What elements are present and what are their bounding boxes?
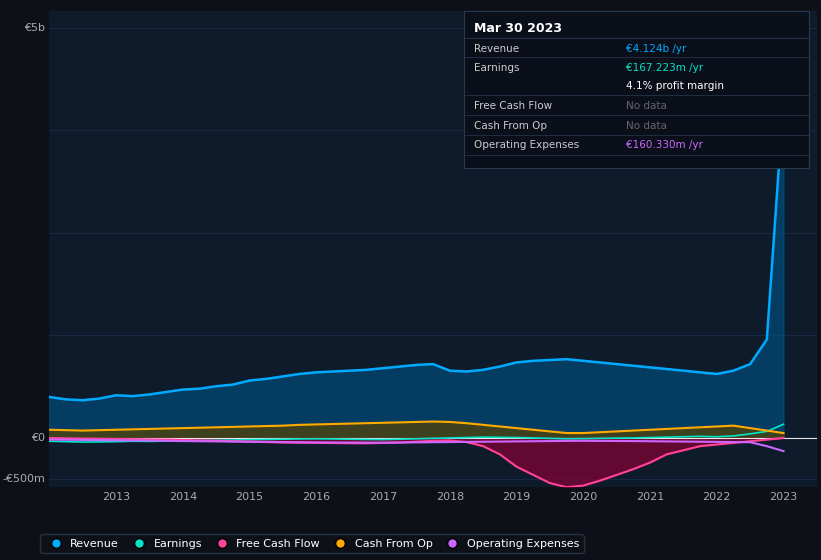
Text: Earnings: Earnings	[475, 63, 520, 73]
Text: €167.223m /yr: €167.223m /yr	[626, 63, 703, 73]
Text: 4.1% profit margin: 4.1% profit margin	[626, 81, 724, 91]
Text: €4.124b /yr: €4.124b /yr	[626, 44, 686, 54]
Text: Mar 30 2023: Mar 30 2023	[475, 22, 562, 35]
Text: Cash From Op: Cash From Op	[475, 120, 548, 130]
Text: €160.330m /yr: €160.330m /yr	[626, 140, 703, 150]
Text: Operating Expenses: Operating Expenses	[475, 140, 580, 150]
Text: -€500m: -€500m	[2, 474, 45, 484]
Text: €5b: €5b	[25, 22, 45, 32]
Text: Free Cash Flow: Free Cash Flow	[475, 101, 553, 111]
Text: €0: €0	[31, 433, 45, 443]
Text: Revenue: Revenue	[475, 44, 520, 54]
Text: No data: No data	[626, 101, 667, 111]
Text: No data: No data	[626, 120, 667, 130]
Legend: Revenue, Earnings, Free Cash Flow, Cash From Op, Operating Expenses: Revenue, Earnings, Free Cash Flow, Cash …	[40, 534, 584, 553]
